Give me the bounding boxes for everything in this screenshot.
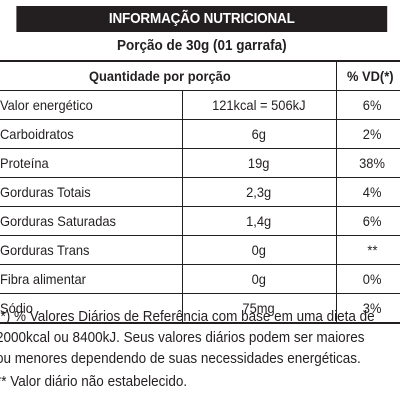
label-title: INFORMAÇÃO NUTRICIONAL <box>16 6 388 32</box>
footnote-daily-values: (*) % Valores Diários de Referência com … <box>0 308 375 325</box>
nutrient-amount: 6g <box>182 119 337 149</box>
nutrient-name: Carboidratos <box>0 119 183 149</box>
nutrient-amount: 0g <box>182 235 337 265</box>
table-row: Valor energético 121kcal = 506kJ 6% <box>0 90 400 120</box>
footnote-daily-values-cont: 2000kcal ou 8400kJ. Seus valores diários… <box>0 329 365 346</box>
nutrient-daily-value: 0% <box>336 264 400 294</box>
nutrient-daily-value: 3% <box>336 293 400 324</box>
table-row: Gorduras Saturadas 1,4g 6% <box>0 206 400 236</box>
nutrient-name: Valor energético <box>0 90 183 120</box>
nutrient-amount: 1,4g <box>182 206 337 236</box>
table-row: Sódio 75mg 3% <box>0 293 400 324</box>
table-row: Carboidratos 6g 2% <box>0 119 400 149</box>
nutrient-name: Gorduras Saturadas <box>0 206 183 236</box>
nutrient-daily-value: 6% <box>336 206 400 236</box>
nutrient-amount: 2,3g <box>182 177 337 207</box>
nutrient-amount: 19g <box>182 148 337 178</box>
nutrient-daily-value: 4% <box>336 177 400 207</box>
nutrient-daily-value: 38% <box>336 148 400 178</box>
serving-size: Porção de 30g (01 garrafa) <box>117 37 287 54</box>
nutrient-amount: 75mg <box>182 293 337 324</box>
nutrient-name: Gorduras Totais <box>0 177 183 207</box>
table-header-row: Quantidade por porção % VD(*) <box>0 60 400 91</box>
table-row: Proteína 19g 38% <box>0 148 400 178</box>
nutrient-daily-value: 6% <box>336 90 400 120</box>
nutrient-amount: 0g <box>182 264 337 294</box>
table-row: Fibra alimentar 0g 0% <box>0 264 400 294</box>
table-row: Gorduras Totais 2,3g 4% <box>0 177 400 207</box>
nutrient-name: Proteína <box>0 148 183 178</box>
footnote-daily-values-end: ou menores dependendo de suas necessidad… <box>0 350 361 367</box>
footnote-not-established: ** Valor diário não estabelecido. <box>0 373 188 390</box>
nutrient-daily-value: ** <box>336 235 400 265</box>
quantity-header: Quantidade por porção <box>0 60 337 91</box>
nutrition-table: Quantidade por porção % VD(*) Valor ener… <box>0 60 400 324</box>
nutrient-amount: 121kcal = 506kJ <box>182 90 337 120</box>
nutrient-name: Sódio <box>0 293 183 324</box>
nutrient-name: Gorduras Trans <box>0 235 183 265</box>
nutrient-name: Fibra alimentar <box>0 264 183 294</box>
daily-value-header: % VD(*) <box>336 60 400 91</box>
nutrient-daily-value: 2% <box>336 119 400 149</box>
table-row: Gorduras Trans 0g ** <box>0 235 400 265</box>
